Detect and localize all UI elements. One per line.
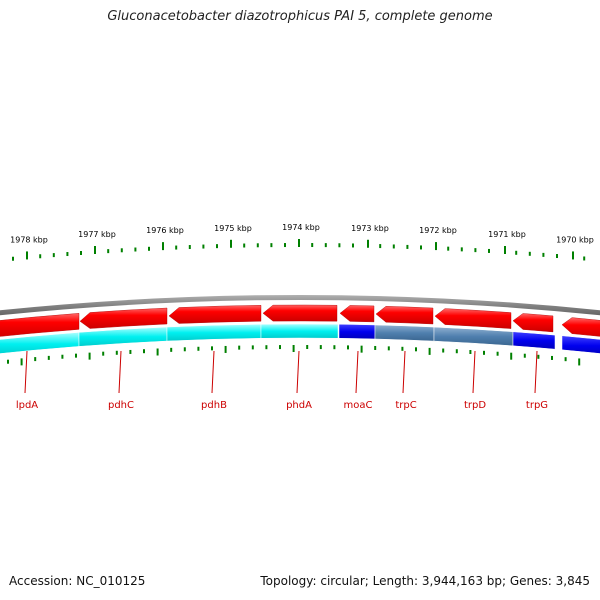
gene-label[interactable]: pdhB [201, 400, 227, 411]
scale-labels: 1978 kbp 1977 kbp 1976 kbp 1975 kbp 1974 kbp… [10, 223, 594, 244]
cds-track[interactable] [0, 323, 600, 356]
gene-label[interactable]: phdA [286, 400, 312, 411]
gene-leader-line [355, 350, 359, 394]
gene-leader-line [118, 350, 122, 394]
gene-label[interactable]: lpdA [16, 400, 38, 411]
cds-block[interactable] [561, 335, 600, 356]
scale-label: 1977 kbp [78, 230, 116, 239]
gene-arrow[interactable] [168, 305, 262, 324]
gene-arrow[interactable] [561, 317, 600, 339]
gene-label[interactable]: trpG [526, 400, 548, 411]
scale-ticks [12, 239, 586, 261]
scale-label: 1976 kbp [146, 226, 184, 235]
gene-labels[interactable]: lpdA pdhC pdhB phdA moaC trpC trpD trpG [16, 350, 548, 411]
accession-text: Accession: NC_010125 [9, 574, 146, 588]
gene-arrow[interactable] [339, 305, 375, 323]
gene-label[interactable]: moaC [344, 400, 373, 411]
gene-arrow[interactable] [0, 313, 80, 338]
gene-arrow[interactable] [375, 306, 434, 325]
cds-block[interactable] [0, 332, 80, 355]
gene-leader-line [472, 350, 476, 394]
scale-label: 1973 kbp [351, 224, 389, 233]
gene-label[interactable]: pdhC [108, 400, 134, 411]
gene-arrow[interactable] [262, 304, 338, 322]
scale-label: 1970 kbp [556, 235, 594, 244]
gene-label[interactable]: trpC [395, 400, 416, 411]
gene-arrow[interactable] [79, 307, 168, 329]
genome-summary: Topology: circular; Length: 3,944,163 bp… [260, 574, 590, 588]
gene-track[interactable] [0, 304, 600, 339]
scale-label: 1971 kbp [488, 230, 526, 239]
inner-ticks [7, 345, 581, 366]
scale-label: 1972 kbp [419, 226, 457, 235]
backbone-ring [0, 295, 600, 316]
scale-label: 1975 kbp [214, 224, 252, 233]
gene-leader-line [402, 350, 406, 394]
backbone-track [0, 295, 600, 316]
gene-leader-line [24, 350, 28, 394]
cds-block[interactable] [260, 323, 339, 339]
cds-block[interactable] [374, 324, 435, 342]
gene-leader-line [534, 350, 538, 394]
cds-block[interactable] [78, 326, 168, 347]
scale-label: 1974 kbp [282, 223, 320, 232]
cds-block[interactable] [433, 326, 514, 347]
gene-arrow[interactable] [512, 313, 554, 333]
scale-label: 1978 kbp [10, 235, 48, 244]
gene-leader-line [296, 350, 300, 394]
map-title: Gluconacetobacter diazotrophicus PAI 5, … [107, 9, 493, 24]
cds-block[interactable] [166, 324, 262, 342]
gene-label[interactable]: trpD [464, 400, 486, 411]
cds-block[interactable] [338, 324, 376, 340]
cds-block[interactable] [512, 331, 556, 350]
gene-leader-line [211, 350, 215, 394]
gene-arrow[interactable] [434, 308, 512, 329]
